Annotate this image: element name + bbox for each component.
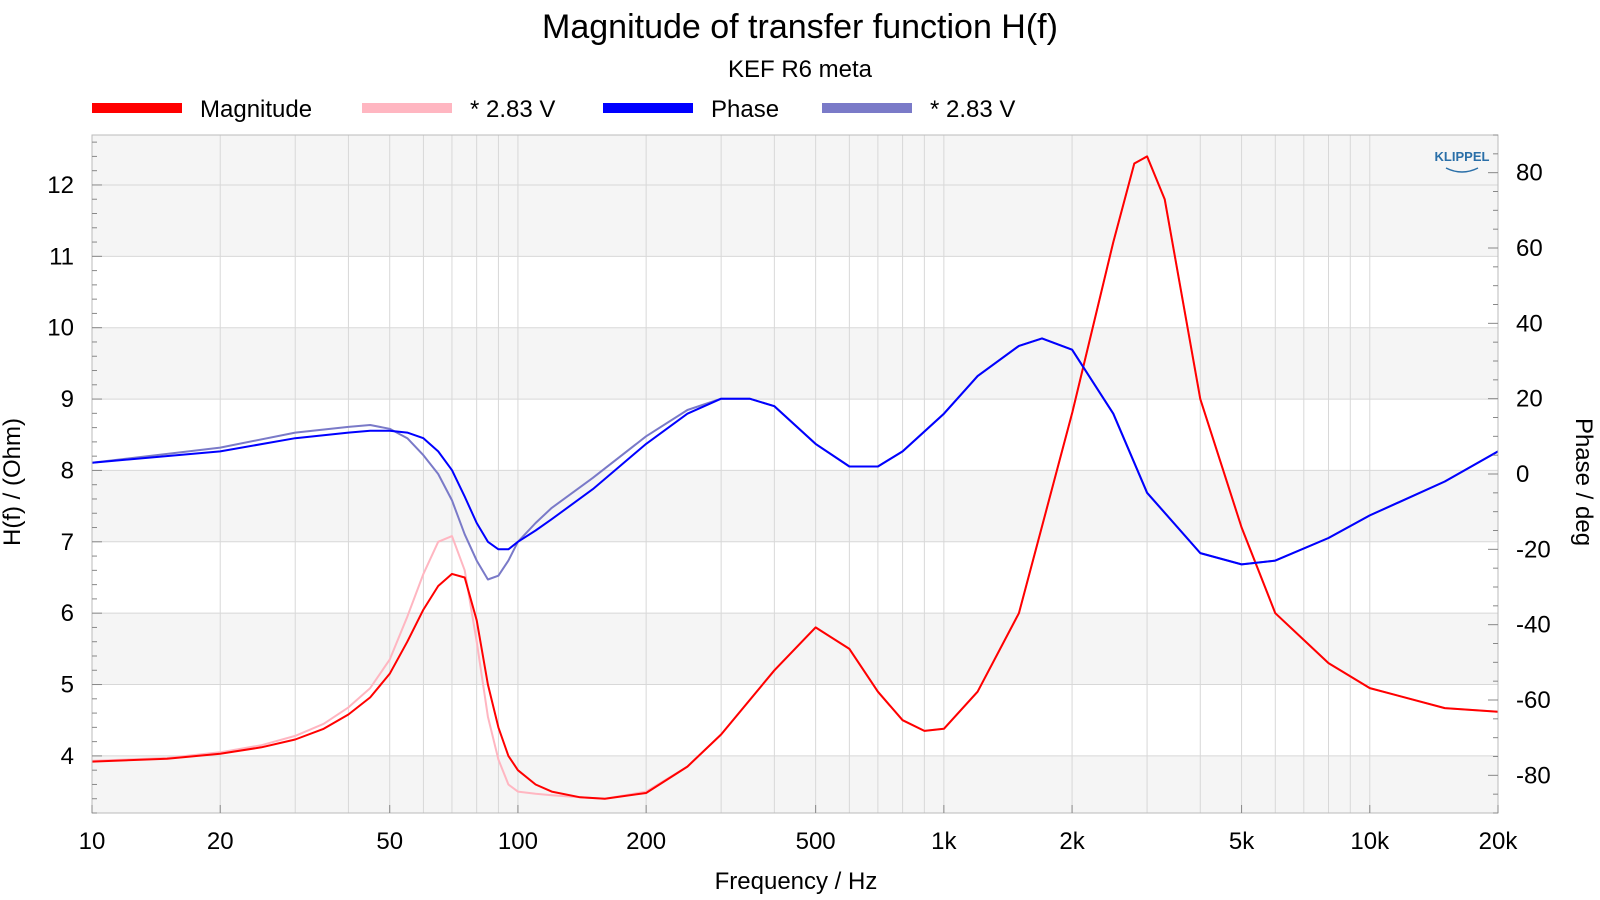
y-tick-label: 6: [61, 600, 74, 627]
legend-label: Magnitude: [200, 96, 312, 123]
legend-swatch: [362, 103, 452, 113]
x-tick-label: 500: [796, 828, 836, 855]
plot-band: [92, 135, 1498, 257]
grid-lines: [91, 135, 1499, 813]
y-tick-label: 9: [61, 386, 74, 413]
y-axis-left: 4 5 6 7 8 9 10 11 12: [47, 141, 102, 814]
legend-label: * 2.83 V: [470, 96, 555, 123]
x-tick-label: 10k: [1350, 828, 1390, 855]
legend-swatch: [92, 103, 182, 113]
legend-label: Phase: [711, 96, 779, 123]
y2-tick-label: -20: [1516, 536, 1551, 563]
y-axis-right: -80 -60 -40 -20 0 20 40 60 80: [1488, 134, 1551, 814]
legend-swatch: [822, 103, 912, 113]
klippel-logo-arc: [1445, 167, 1479, 173]
klippel-logo-text: KLIPPEL: [1435, 149, 1490, 164]
y-tick-label: 4: [61, 743, 74, 770]
y-tick-label: 7: [61, 529, 74, 556]
x-tick-label: 5k: [1229, 828, 1255, 855]
y-tick-label: 10: [47, 315, 74, 342]
y2-tick-label: 20: [1516, 386, 1543, 413]
plot-band: [92, 470, 1498, 542]
y2-tick-label: -60: [1516, 687, 1551, 714]
y2-tick-label: 40: [1516, 310, 1543, 337]
y-tick-label: 5: [61, 672, 74, 699]
x-tick-label: 10: [79, 828, 106, 855]
x-axis-label: Frequency / Hz: [715, 868, 878, 895]
y-tick-label: 8: [61, 457, 74, 484]
series-line: [91, 155, 1499, 800]
x-tick-label: 2k: [1059, 828, 1085, 855]
series-line: [91, 337, 1499, 566]
y2-tick-label: -40: [1516, 612, 1551, 639]
x-axis: 10 20 50 100 200 500 1k 2k 5k 10k 20k: [79, 805, 1519, 855]
y2-tick-label: 0: [1516, 461, 1529, 488]
y2-axis-label: Phase / deg: [1570, 418, 1597, 546]
x-tick-label: 20: [207, 828, 234, 855]
y2-tick-label: 60: [1516, 235, 1543, 262]
y2-tick-label: 80: [1516, 160, 1543, 187]
plot-band: [92, 755, 1498, 813]
chart-subtitle: KEF R6 meta: [728, 56, 873, 83]
legend: Magnitude * 2.83 V Phase * 2.83 V: [92, 96, 1015, 123]
y-axis-label: H(f) / (Ohm): [0, 418, 26, 546]
legend-swatch: [603, 103, 693, 113]
x-tick-label: 50: [376, 828, 403, 855]
plot-band: [92, 327, 1498, 400]
x-tick-label: 200: [626, 828, 666, 855]
y2-tick-label: -80: [1516, 762, 1551, 789]
klippel-logo: KLIPPEL: [1435, 149, 1490, 173]
y-tick-label: 11: [49, 243, 74, 270]
series-layer: [91, 155, 1499, 800]
x-tick-label: 20k: [1479, 828, 1519, 855]
x-tick-label: 1k: [931, 828, 957, 855]
y-tick-label: 12: [47, 172, 74, 199]
legend-label: * 2.83 V: [930, 96, 1015, 123]
chart-title: Magnitude of transfer function H(f): [542, 8, 1058, 46]
plot-background: [92, 135, 1498, 813]
x-tick-label: 100: [498, 828, 538, 855]
